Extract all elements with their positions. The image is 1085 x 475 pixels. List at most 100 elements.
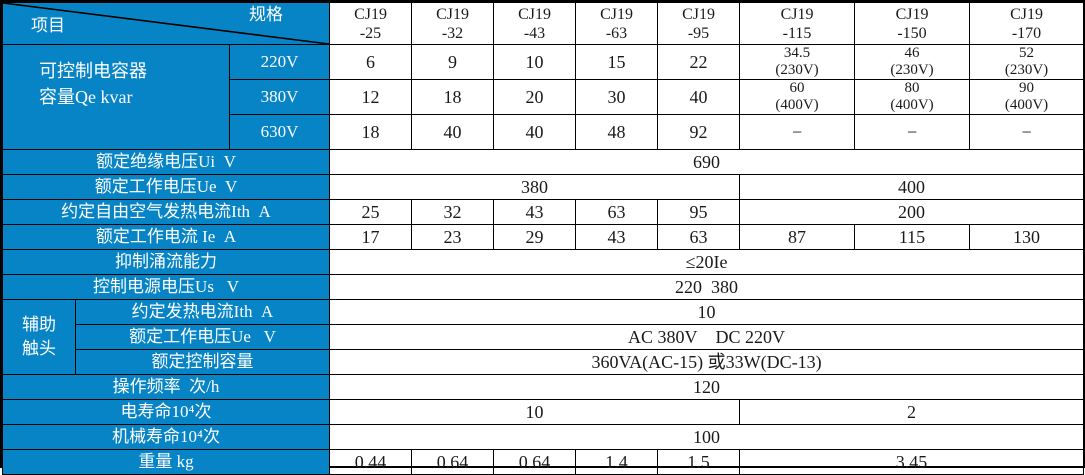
capacity-value-cell: 40 (493, 114, 577, 150)
spec-value: ≤20Ie (329, 249, 1085, 275)
capacity-title-line1: 可控制电容器 (39, 61, 147, 81)
spec-row-label: 电寿命10⁴次 (1, 399, 331, 425)
capacity-value-cell: 48 (575, 114, 659, 150)
capacity-value-cell: 34.5 (230V) (739, 44, 856, 80)
capacity-value: 52 (1019, 45, 1035, 62)
capacity-value-cell: 92 (657, 114, 741, 150)
spec-value: 1.4 (575, 449, 659, 475)
aux-row-thermal-current: 辅助 触头 约定发热电流Ith A 10 (2, 299, 1085, 375)
model-name: CJ19 (780, 5, 814, 23)
spec-value: 380 (329, 174, 741, 200)
spec-value: 2 (739, 399, 1085, 425)
spec-value: 690 (329, 149, 1085, 175)
spec-row-thermal-current: 约定自由空气发热电流Ith A 25 32 43 63 95 200 (1, 199, 1085, 225)
model-name: CJ19 (600, 5, 633, 23)
spec-value: 29 (493, 224, 577, 250)
capacity-group-label-text: 可控制电容器 容量Qe kvar (4, 46, 229, 149)
model-col-header: CJ19 -43 (493, 2, 577, 45)
dash-cell: − (854, 114, 971, 150)
spec-row-label: 控制电源电压Us V (1, 274, 331, 300)
spec-value: 43 (493, 199, 577, 225)
spec-row-electrical-life: 电寿命10⁴次 10 2 (1, 399, 1085, 425)
capacity-value-cell: 12 (329, 79, 413, 115)
spec-value: 130 (969, 224, 1085, 250)
spec-value: 63 (575, 199, 659, 225)
voltage-row-label: 630V (228, 114, 331, 150)
model-suffix: -25 (359, 24, 382, 42)
spec-row-insulation-voltage: 额定绝缘电压Ui V 690 (1, 149, 1085, 175)
spec-value: 115 (854, 224, 971, 250)
spec-value: 10 (329, 399, 741, 425)
spec-row-label: 约定自由空气发热电流Ith A (1, 199, 331, 225)
spec-value: 360VA(AC-15) 或33W(DC-13) (329, 349, 1085, 375)
spec-row-label: 操作频率 次/h (1, 374, 331, 400)
spec-value: 63 (657, 224, 741, 250)
capacity-value-cell: 18 (329, 114, 413, 150)
spec-value: 43 (575, 224, 659, 250)
spec-row-working-voltage: 额定工作电压Ue V 380 400 (1, 174, 1085, 200)
diagonal-divider (3, 3, 329, 44)
capacity-value-note: (400V) (890, 97, 934, 113)
model-col-header: CJ19 -170 (969, 2, 1085, 45)
spec-row-op-frequency: 操作频率 次/h 120 (1, 374, 1085, 400)
model-col-header: CJ19 -32 (411, 2, 495, 45)
capacity-value-cell: 22 (657, 44, 741, 80)
spec-value: 120 (329, 374, 1085, 400)
spec-row-weight: 重量 kg 0.44 0.64 0.64 1.4 1.5 3.45 (1, 449, 1085, 475)
spec-row-label: 机械寿命10⁴次 (1, 424, 331, 450)
capacity-value: 46 (904, 45, 920, 62)
corner-cell: 项目 规格 (1, 2, 331, 45)
aux-group-line1: 辅助 (22, 315, 56, 334)
dash-cell: − (969, 114, 1085, 150)
aux-row-working-voltage: 额定工作电压Ue V AC 380V DC 220V (3, 324, 1085, 350)
capacity-value-cell: 40 (657, 79, 741, 115)
dash-cell: − (739, 114, 856, 150)
aux-group-label: 辅助 触头 (2, 299, 76, 375)
model-suffix: -170 (1011, 24, 1042, 42)
corner-spec-label: 规格 (249, 5, 284, 24)
spec-value: 23 (411, 224, 495, 250)
capacity-value-note: (230V) (1004, 62, 1049, 78)
capacity-value-note: (400V) (775, 97, 819, 113)
capacity-value-cell: 9 (411, 44, 495, 80)
spec-value: 87 (739, 224, 856, 250)
spec-value: 0.64 (493, 449, 577, 475)
capacity-value: 34.5 (783, 45, 811, 62)
spec-row-control-voltage: 控制电源电压Us V 220 380 (1, 274, 1085, 300)
model-suffix: -32 (441, 24, 464, 42)
capacity-value: 80 (904, 80, 920, 97)
model-suffix: -115 (782, 24, 812, 42)
model-name: CJ19 (895, 5, 929, 23)
capacity-value-cell: 90 (400V) (969, 79, 1085, 115)
capacity-value-cell: 18 (411, 79, 495, 115)
spec-row-label: 额定绝缘电压Ui V (1, 149, 331, 175)
spec-value: 400 (739, 174, 1085, 200)
voltage-row-label: 380V (228, 79, 331, 115)
model-name: CJ19 (518, 5, 551, 23)
aux-group-line2: 触头 (22, 339, 56, 358)
capacity-value-note: (230V) (890, 62, 934, 78)
model-suffix: -95 (687, 24, 710, 42)
capacity-value-cell: 46 (230V) (854, 44, 971, 80)
model-name: CJ19 (1010, 5, 1043, 23)
model-name: CJ19 (682, 5, 715, 23)
capacity-value-cell: 60 (400V) (739, 79, 856, 115)
capacity-group-label: 可控制电容器 容量Qe kvar (2, 44, 230, 150)
model-suffix: -150 (897, 24, 927, 42)
model-col-header: CJ19 -115 (739, 2, 856, 45)
capacity-value-cell: 6 (329, 44, 413, 80)
spec-row-label: 额定工作电压Ue V (74, 324, 331, 350)
capacity-value-cell: 10 (493, 44, 577, 80)
spec-row-label: 额定工作电流 Ie A (1, 224, 331, 250)
model-suffix: -43 (523, 24, 546, 42)
spec-value: 1.5 (657, 449, 741, 475)
spec-row-mechanical-life: 机械寿命10⁴次 100 (1, 424, 1085, 450)
model-suffix: -63 (605, 24, 628, 42)
spec-row-inrush: 抑制涌流能力 ≤20Ie (1, 249, 1085, 275)
model-col-header: CJ19 -150 (854, 2, 971, 45)
header-row: 项目 规格 CJ19 -25 CJ19 -32 CJ19 -43 CJ19 -63 CJ… (1, 2, 1085, 45)
capacity-value-note: (230V) (775, 62, 819, 78)
capacity-value-cell: 52 (230V) (969, 44, 1085, 80)
model-col-header: CJ19 -63 (575, 2, 659, 45)
